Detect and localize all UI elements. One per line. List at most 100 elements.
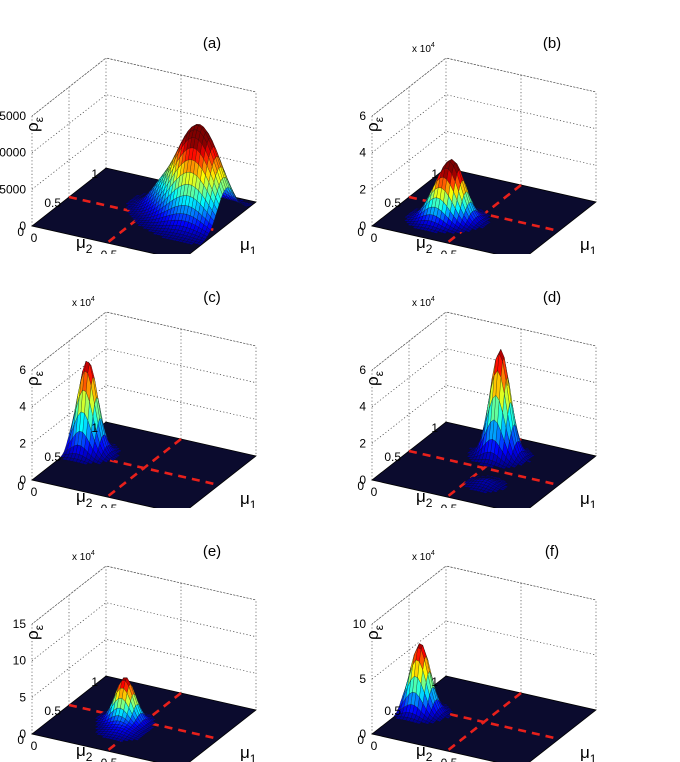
surface-floor bbox=[31, 421, 257, 508]
mu1-tick-label: 0.5 bbox=[101, 248, 118, 254]
surface-facet bbox=[94, 720, 101, 723]
z-tick-label: 0 bbox=[359, 473, 366, 487]
z-scale-label: x 104 bbox=[412, 42, 435, 55]
mu2-axis-label: μ2 bbox=[76, 487, 93, 508]
surface-floor bbox=[371, 167, 597, 254]
mu2-tick-label: 1 bbox=[431, 675, 438, 689]
z-tick-label: 15000 bbox=[0, 109, 26, 123]
mu1-tick-label: 0.5 bbox=[441, 756, 458, 762]
surface-peaks bbox=[60, 360, 122, 465]
z-tick-label: 10000 bbox=[0, 146, 26, 160]
box-grid bbox=[371, 565, 597, 734]
surface-facet bbox=[147, 229, 153, 233]
surface-facet bbox=[463, 485, 470, 488]
mu1-tick-label: 0 bbox=[31, 739, 38, 753]
surface-facet bbox=[468, 447, 474, 450]
mu2-tick-label: 0.5 bbox=[44, 196, 61, 210]
mu2-axis-label: μ2 bbox=[76, 233, 93, 254]
mu1-tick-label: 0.5 bbox=[101, 502, 118, 508]
z-tick-label: 2 bbox=[359, 436, 366, 450]
surface-peaks bbox=[403, 159, 492, 235]
z-axis-label: ρε bbox=[363, 116, 386, 132]
mu2-tick-label: 1 bbox=[431, 421, 438, 435]
mu2-tick-label: 0.5 bbox=[44, 704, 61, 718]
surface-facet bbox=[126, 207, 133, 211]
z-tick-label: 2 bbox=[19, 436, 26, 450]
mu2-tick-label: 1 bbox=[91, 675, 98, 689]
surface-facet bbox=[152, 232, 159, 235]
mu1-axis-label: μ1 bbox=[240, 235, 257, 254]
surface-facet bbox=[463, 481, 470, 484]
surface-peaks bbox=[393, 643, 454, 725]
mu2-tick-label: 0.5 bbox=[44, 450, 61, 464]
mu2-tick-label: 0 bbox=[357, 733, 364, 747]
surface-facet bbox=[403, 219, 410, 222]
surface-facet bbox=[94, 724, 101, 727]
surface-facet bbox=[403, 215, 410, 218]
mu2-tick-label: 0 bbox=[17, 479, 24, 493]
dashed-crosshair bbox=[408, 691, 560, 753]
z-tick-label: 6 bbox=[359, 109, 366, 123]
surface-facet bbox=[393, 713, 400, 717]
surface-facet bbox=[126, 211, 133, 214]
mu2-tick-label: 0.5 bbox=[384, 450, 401, 464]
surface-facet bbox=[478, 462, 485, 466]
z-tick-label: 6 bbox=[19, 363, 26, 377]
dashed-crosshair bbox=[68, 437, 220, 499]
z-tick-label: 0 bbox=[19, 473, 26, 487]
mu2-tick-label: 1 bbox=[91, 421, 98, 435]
surface-facet bbox=[470, 459, 476, 462]
mu2-tick-label: 0 bbox=[357, 479, 364, 493]
panel-title: (f) bbox=[545, 543, 559, 560]
mu2-axis-label: μ2 bbox=[416, 233, 433, 254]
surface-facet bbox=[60, 454, 66, 458]
mu2-axis-label: μ2 bbox=[416, 487, 433, 508]
z-tick-label: 5 bbox=[359, 672, 366, 686]
mu2-tick-label: 0 bbox=[357, 225, 364, 239]
mu1-tick-label: 0.5 bbox=[101, 756, 118, 762]
dashed-line-mu2 bbox=[68, 449, 220, 487]
box-grid bbox=[31, 565, 257, 734]
surface-peaks bbox=[124, 124, 253, 246]
surface-facet bbox=[94, 727, 101, 730]
box-grid bbox=[31, 57, 257, 226]
surface-facet bbox=[161, 235, 167, 239]
z-tick-label: 4 bbox=[19, 400, 26, 414]
mu1-tick-label: 0.5 bbox=[441, 502, 458, 508]
mu1-tick-label: 0 bbox=[371, 231, 378, 245]
surface-facet bbox=[124, 202, 131, 205]
mu2-tick-label: 0 bbox=[17, 733, 24, 747]
surface-facet bbox=[130, 215, 136, 218]
dashed-line-mu2 bbox=[408, 449, 560, 487]
mu1-axis-label: μ1 bbox=[240, 743, 257, 762]
mu2-tick-label: 0 bbox=[17, 225, 24, 239]
z-tick-label: 5 bbox=[19, 690, 26, 704]
surface-facet bbox=[96, 732, 102, 736]
box-grid bbox=[371, 57, 597, 226]
surface-facet bbox=[128, 213, 135, 216]
z-axis-label: ρε bbox=[23, 116, 46, 132]
surface-facet bbox=[142, 226, 148, 230]
panel-title: (d) bbox=[543, 289, 561, 306]
surface-facet bbox=[407, 223, 414, 226]
z-tick-label: 6 bbox=[359, 363, 366, 377]
z-tick-label: 10 bbox=[13, 654, 27, 668]
panel-title: (e) bbox=[203, 543, 221, 560]
surface-facet bbox=[405, 221, 412, 224]
surface-facet bbox=[131, 217, 138, 220]
mu1-tick-label: 0 bbox=[31, 485, 38, 499]
z-tick-label: 0 bbox=[359, 727, 366, 741]
mu2-tick-label: 0.5 bbox=[384, 704, 401, 718]
panel-title: (c) bbox=[203, 289, 221, 306]
surface-facet bbox=[468, 456, 474, 460]
z-tick-label: 15 bbox=[13, 617, 27, 631]
surface-facet bbox=[468, 487, 475, 491]
mu2-tick-label: 0.5 bbox=[384, 196, 401, 210]
mu2-axis-label: μ2 bbox=[76, 741, 93, 762]
z-axis-label: ρε bbox=[23, 370, 46, 386]
z-scale-label: x 104 bbox=[412, 550, 435, 563]
